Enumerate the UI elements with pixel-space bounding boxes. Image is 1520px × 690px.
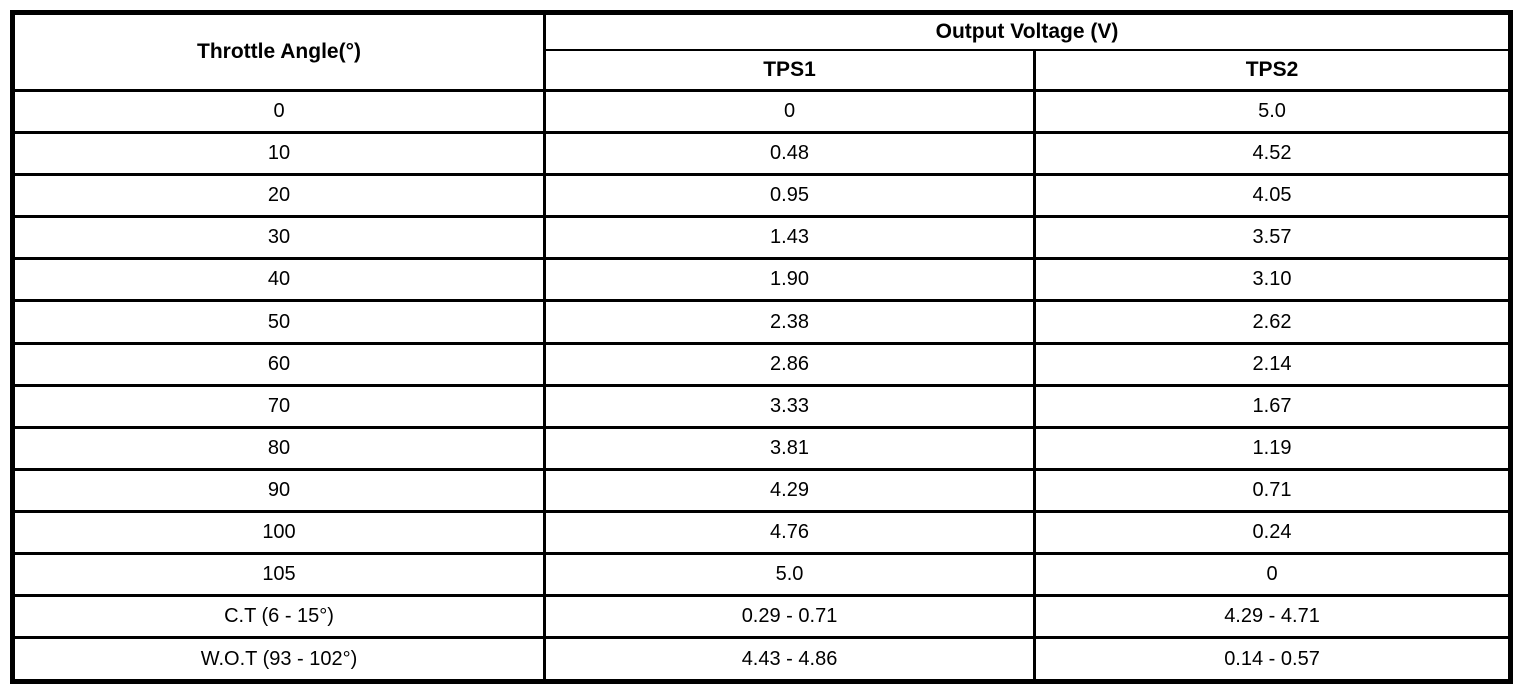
throttle-angle-cell: 105 — [11, 552, 546, 598]
throttle-angle-cell: 10 — [11, 131, 546, 177]
table-row: 20 0.95 4.05 — [11, 173, 1513, 219]
tps2-cell: 2.62 — [1032, 299, 1513, 345]
tps1-cell: 2.38 — [543, 299, 1036, 345]
tps2-cell: 1.67 — [1032, 383, 1513, 429]
tps2-cell: 0.71 — [1032, 467, 1513, 513]
table-row: 10 0.48 4.52 — [11, 131, 1513, 177]
table-row: 0 0 5.0 — [11, 88, 1513, 135]
tps2-cell: 4.52 — [1032, 131, 1513, 177]
tps1-cell: 4.29 — [543, 467, 1036, 513]
tps2-cell: 4.05 — [1032, 173, 1513, 219]
table-header-row-1: Throttle Angle(°) Output Voltage (V) — [11, 11, 1513, 92]
table-row: 50 2.38 2.62 — [11, 299, 1513, 345]
throttle-angle-cell: 50 — [11, 299, 546, 345]
tps1-cell: 0.48 — [543, 131, 1036, 177]
tps2-cell: 5.0 — [1032, 88, 1513, 135]
tps2-cell: 0.24 — [1032, 509, 1513, 556]
table-row: 105 5.0 0 — [11, 552, 1513, 598]
tps2-cell: 3.57 — [1032, 215, 1513, 261]
tps1-cell: 2.86 — [543, 341, 1036, 387]
tps1-cell: 0 — [543, 88, 1036, 135]
tps1-cell: 5.0 — [543, 552, 1036, 598]
table-row: 100 4.76 0.24 — [11, 509, 1513, 556]
throttle-angle-cell: 60 — [11, 341, 546, 387]
throttle-angle-column-header: Throttle Angle(°) — [11, 11, 546, 92]
tps1-cell: 0.29 - 0.71 — [543, 594, 1036, 640]
tps2-cell: 4.29 - 4.71 — [1032, 594, 1513, 640]
table-row: 90 4.29 0.71 — [11, 467, 1513, 513]
table-row-closed-throttle: C.T (6 - 15°) 0.29 - 0.71 4.29 - 4.71 — [11, 594, 1513, 640]
tps1-cell: 4.76 — [543, 509, 1036, 556]
throttle-angle-cell: 100 — [11, 509, 546, 556]
throttle-angle-cell: 20 — [11, 173, 546, 219]
tps2-cell: 3.10 — [1032, 257, 1513, 303]
tps2-cell: 1.19 — [1032, 425, 1513, 471]
tps1-cell: 1.43 — [543, 215, 1036, 261]
table-row: 40 1.90 3.10 — [11, 257, 1513, 303]
tps1-column-header: TPS1 — [543, 48, 1036, 92]
throttle-angle-cell: C.T (6 - 15°) — [11, 594, 546, 640]
throttle-angle-cell: 90 — [11, 467, 546, 513]
tps2-cell: 2.14 — [1032, 341, 1513, 387]
throttle-angle-cell: 0 — [11, 88, 546, 135]
tps2-column-header: TPS2 — [1032, 48, 1513, 92]
output-voltage-group-header: Output Voltage (V) — [542, 11, 1513, 51]
tps1-cell: 4.43 - 4.86 — [543, 636, 1036, 683]
tps-voltage-table: Throttle Angle(°) Output Voltage (V) TPS… — [10, 10, 1514, 684]
table-row: 70 3.33 1.67 — [11, 383, 1513, 429]
table-row: 30 1.43 3.57 — [11, 215, 1513, 261]
table-row-wide-open-throttle: W.O.T (93 - 102°) 4.43 - 4.86 0.14 - 0.5… — [11, 636, 1513, 683]
tps2-cell: 0 — [1032, 552, 1513, 598]
table-row: 80 3.81 1.19 — [11, 425, 1513, 471]
tps1-cell: 0.95 — [543, 173, 1036, 219]
tps1-cell: 3.81 — [543, 425, 1036, 471]
tps1-cell: 3.33 — [543, 383, 1036, 429]
tps2-cell: 0.14 - 0.57 — [1032, 636, 1513, 683]
throttle-angle-cell: 30 — [11, 215, 546, 261]
throttle-angle-cell: 40 — [11, 257, 546, 303]
throttle-angle-cell: 80 — [11, 425, 546, 471]
tps1-cell: 1.90 — [543, 257, 1036, 303]
throttle-angle-cell: W.O.T (93 - 102°) — [11, 636, 546, 683]
throttle-angle-cell: 70 — [11, 383, 546, 429]
table-header-row-2: TPS1 TPS2 — [13, 48, 1513, 92]
table-row: 60 2.86 2.14 — [11, 341, 1513, 387]
